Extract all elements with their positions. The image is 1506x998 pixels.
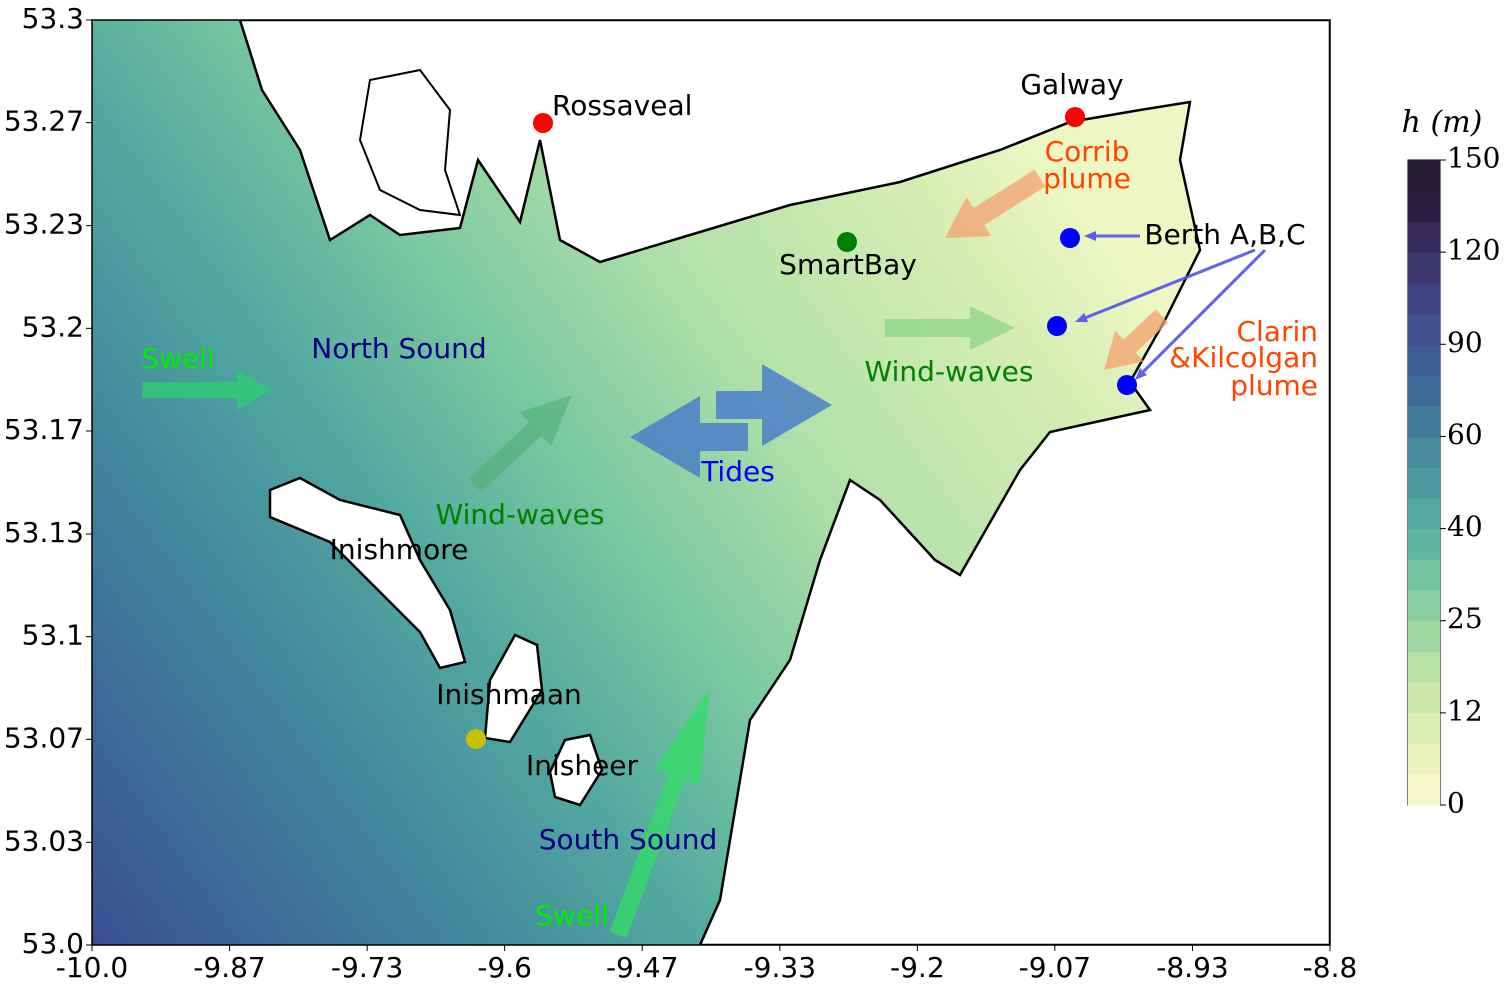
x-tick-label: -10.0 — [56, 951, 128, 984]
annotation: plume — [1230, 369, 1318, 402]
y-tick-label: 53.13 — [4, 516, 84, 549]
island — [358, 68, 462, 217]
mainland — [238, 20, 1330, 945]
x-tick-label: -9.6 — [477, 951, 532, 984]
arrow — [885, 306, 1015, 350]
colorbar-band — [1408, 190, 1440, 222]
annotation: Galway — [1020, 68, 1123, 101]
x-tick-label: -9.2 — [890, 951, 945, 984]
colorbar-band — [1408, 743, 1440, 775]
berth-marker — [1060, 228, 1080, 248]
x-tick-label: -9.07 — [1019, 951, 1091, 984]
y-tick-label: 53.1 — [22, 619, 84, 652]
annotation: &Kilcolgan — [1169, 341, 1318, 374]
colorbar-tick-label: 90 — [1447, 326, 1483, 359]
arrow — [716, 364, 832, 446]
arrow — [1084, 231, 1140, 241]
annotation: Inisheer — [526, 749, 639, 782]
annotation: Swell — [141, 342, 214, 375]
colorbar-tick-label: 0 — [1447, 787, 1465, 820]
x-tick-label: -9.73 — [331, 951, 403, 984]
annotation: Inishmore — [330, 533, 469, 566]
annotation: Rossaveal — [552, 89, 692, 122]
inishmaan-island — [483, 633, 544, 744]
arrow — [609, 688, 710, 939]
colorbar-tick-label: 60 — [1447, 418, 1483, 451]
annotation: Wind-waves — [865, 355, 1034, 388]
arrow — [1104, 309, 1169, 370]
y-tick-label: 53.03 — [4, 824, 84, 857]
colorbar-band — [1408, 620, 1440, 652]
map-area — [92, 20, 1330, 945]
plot-frame — [91, 19, 1331, 946]
colorbar-tick-label: 40 — [1447, 510, 1483, 543]
colorbar-band — [1408, 252, 1440, 284]
colorbar-band — [1408, 774, 1440, 806]
annotation: SmartBay — [779, 248, 917, 281]
colorbar-band — [1408, 712, 1440, 745]
galway-marker — [1065, 107, 1085, 127]
annotation: plume — [1043, 162, 1131, 195]
annotation: Corrib — [1045, 135, 1130, 168]
x-tick-label: -8.93 — [1156, 951, 1228, 984]
colorbar-band — [1408, 221, 1440, 253]
smartbay-marker — [837, 232, 857, 252]
y-tick-label: 53.0 — [22, 927, 84, 960]
annotation: Wind-waves — [436, 498, 605, 531]
colorbar-band — [1408, 497, 1440, 530]
x-tick-label: -9.87 — [193, 951, 265, 984]
y-tick-label: 53.23 — [4, 208, 84, 241]
colorbar-label: h (m) — [1402, 105, 1483, 140]
colorbar-band — [1408, 682, 1440, 714]
colorbar-tick-label: 150 — [1447, 142, 1500, 175]
annotation: South Sound — [539, 823, 717, 856]
arrow — [630, 396, 748, 478]
annotation: Tides — [700, 455, 775, 488]
colorbar-tick-label: 120 — [1447, 234, 1500, 267]
colorbar-band — [1408, 375, 1440, 407]
colorbar-band — [1408, 282, 1440, 315]
annotation: Berth A,B,C — [1144, 218, 1305, 251]
colorbar-tick-label: 12 — [1447, 694, 1483, 727]
y-tick-label: 53.27 — [4, 105, 84, 138]
annotation: Inishmaan — [436, 678, 581, 711]
arrow — [1075, 248, 1256, 323]
colorbar-band — [1408, 528, 1440, 560]
rossaveal-marker — [533, 113, 553, 133]
arrow — [1135, 248, 1267, 380]
inisheer-island — [548, 733, 604, 807]
y-tick-label: 53.3 — [22, 2, 84, 35]
inishmaan-marker — [466, 729, 486, 749]
inishmore-island — [268, 476, 467, 670]
y-tick-label: 53.17 — [4, 413, 84, 446]
colorbar-band — [1408, 313, 1440, 345]
x-tick-label: -9.33 — [744, 951, 816, 984]
x-tick-label: -8.8 — [1303, 951, 1358, 984]
colorbar-tick-label: 25 — [1447, 602, 1483, 635]
colorbar-band — [1408, 590, 1440, 622]
colorbar-band — [1408, 160, 1440, 192]
arrow — [468, 395, 572, 492]
arrow — [142, 370, 272, 410]
annotation: Swell — [535, 899, 608, 932]
colorbar-band — [1408, 436, 1440, 468]
berth-marker — [1117, 375, 1137, 395]
colorbar-band — [1408, 559, 1440, 591]
x-tick-label: -9.47 — [606, 951, 678, 984]
y-tick-label: 53.07 — [4, 721, 84, 754]
colorbar-band — [1408, 651, 1440, 683]
colorbar-band — [1408, 344, 1440, 376]
annotation: North Sound — [311, 332, 486, 365]
y-tick-label: 53.2 — [22, 310, 84, 343]
arrow — [945, 169, 1046, 238]
colorbar-band — [1408, 405, 1440, 437]
arrows — [142, 169, 1267, 939]
annotation: Clarin — [1236, 315, 1318, 348]
berth-marker — [1047, 316, 1067, 336]
colorbar-band — [1408, 467, 1440, 499]
